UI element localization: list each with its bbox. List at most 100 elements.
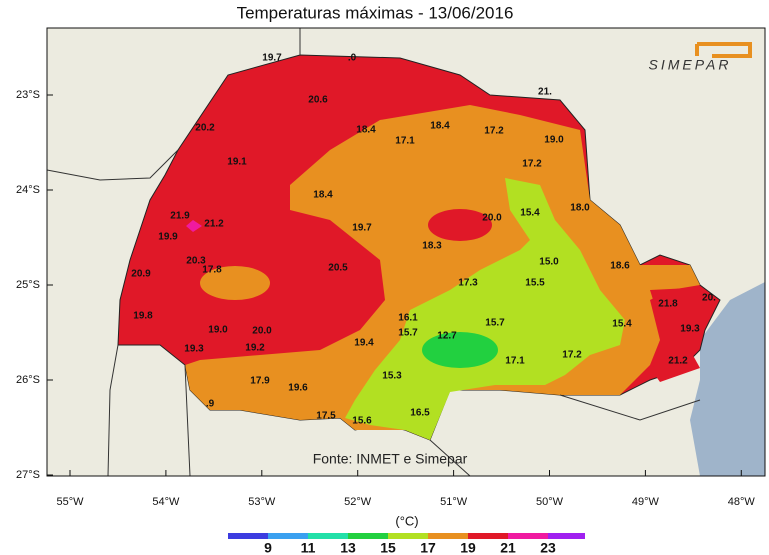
- station-value: 19.3: [680, 324, 700, 335]
- station-value: 20.5: [328, 263, 348, 274]
- station-value: 19.8: [133, 311, 153, 322]
- legend-swatch: [388, 533, 428, 539]
- station-value: 12.7: [437, 331, 457, 342]
- x-tick-label: 51°W: [440, 496, 468, 508]
- station-value: 17.2: [522, 159, 542, 170]
- station-value: 18.6: [610, 261, 630, 272]
- station-value: 15.4: [520, 208, 540, 219]
- y-tick-label: 25°S: [16, 279, 40, 291]
- station-value: 19.4: [354, 338, 374, 349]
- y-tick-label: 24°S: [16, 184, 40, 196]
- green-zone: [422, 332, 498, 368]
- station-value: 17.8: [202, 265, 222, 276]
- station-value: 17.1: [395, 136, 415, 147]
- legend-swatch: [348, 533, 388, 539]
- station-value: 17.9: [250, 376, 270, 387]
- legend-label: 21: [500, 540, 516, 555]
- station-value: 16.5: [410, 408, 430, 419]
- station-value: 19.6: [288, 383, 308, 394]
- station-value: 15.0: [539, 257, 559, 268]
- station-value: 21.8: [658, 299, 678, 310]
- legend-swatch: [548, 533, 585, 539]
- legend-label: 13: [340, 540, 356, 555]
- red-zone: [650, 288, 712, 335]
- station-value: 21.: [538, 87, 552, 98]
- station-value: 15.3: [382, 371, 402, 382]
- legend-label: 19: [460, 540, 476, 555]
- legend-unit: (°C): [395, 513, 418, 528]
- legend-swatch: [508, 533, 548, 539]
- station-value: 18.0: [570, 203, 590, 214]
- logo-mark: [695, 42, 752, 58]
- title: Temperaturas máximas - 13/06/2016: [237, 3, 514, 22]
- source: Fonte: INMET e Simepar: [313, 451, 468, 467]
- x-tick-label: 52°W: [344, 496, 372, 508]
- station-value: 15.7: [485, 318, 505, 329]
- border-lines: [46, 28, 701, 477]
- station-value: 15.6: [352, 416, 372, 427]
- station-value: 19.7: [262, 53, 282, 64]
- station-value: 17.5: [316, 411, 336, 422]
- legend-swatch: [468, 533, 508, 539]
- station-value: 19.1: [227, 157, 247, 168]
- station-value: 20.0: [482, 213, 502, 224]
- station-value: 21.9: [170, 211, 190, 222]
- yellow-green-zone: [345, 178, 625, 440]
- station-value: 18.4: [313, 190, 333, 201]
- y-tick-label: 26°S: [16, 374, 40, 386]
- logo-text: SIMEPAR: [649, 57, 732, 73]
- legend-swatch: [428, 533, 468, 539]
- y-tick-label: 27°S: [16, 469, 40, 481]
- station-value: 20.6: [308, 95, 328, 106]
- x-tick-label: 49°W: [632, 496, 660, 508]
- legend-label: 23: [540, 540, 556, 555]
- station-value: 16.1: [398, 313, 418, 324]
- x-tick-label: 50°W: [536, 496, 564, 508]
- station-value: 17.2: [484, 126, 504, 137]
- map-frame: [46, 27, 766, 477]
- station-value: 20.3: [186, 256, 206, 267]
- station-value: 21.2: [204, 219, 224, 230]
- x-tick-label: 48°W: [728, 496, 756, 508]
- x-tick-label: 54°W: [152, 496, 180, 508]
- x-tick-label: 53°W: [248, 496, 276, 508]
- station-value: 19.2: [245, 343, 265, 354]
- station-value: 20.9: [131, 269, 151, 280]
- station-value: 20.2: [195, 123, 215, 134]
- station-value: .0: [348, 53, 357, 64]
- station-value: 15.4: [612, 319, 632, 330]
- x-tick-label: 55°W: [56, 496, 84, 508]
- orange-zone: [200, 266, 270, 300]
- legend-swatch: [228, 533, 268, 539]
- station-value: 18.3: [422, 241, 442, 252]
- red-zone: [650, 350, 700, 382]
- station-value: 20.: [702, 293, 716, 304]
- station-value: 18.4: [430, 121, 450, 132]
- station-value: 19.0: [544, 135, 564, 146]
- station-value: 19.3: [184, 344, 204, 355]
- station-value: 17.2: [562, 350, 582, 361]
- legend-label: 11: [301, 540, 316, 555]
- legend-label: 15: [380, 540, 396, 555]
- station-value: 19.0: [208, 325, 228, 336]
- legend-swatch: [308, 533, 348, 539]
- station-value: 21.2: [668, 356, 688, 367]
- station-value: 17.1: [505, 356, 525, 367]
- station-value: 19.9: [158, 232, 178, 243]
- station-value: .9: [206, 399, 215, 410]
- station-value: 15.5: [525, 278, 545, 289]
- magenta-zone: [186, 220, 202, 232]
- y-tick-label: 23°S: [16, 89, 40, 101]
- legend-swatch: [268, 533, 308, 539]
- red-zone: [428, 209, 492, 241]
- ocean: [690, 282, 765, 476]
- station-value: 18.4: [356, 125, 376, 136]
- station-value: 15.7: [398, 328, 418, 339]
- station-value: 20.0: [252, 326, 272, 337]
- station-value: 19.7: [352, 223, 372, 234]
- legend-label: 9: [264, 540, 272, 555]
- station-value: 17.3: [458, 278, 478, 289]
- legend-label: 17: [420, 540, 436, 555]
